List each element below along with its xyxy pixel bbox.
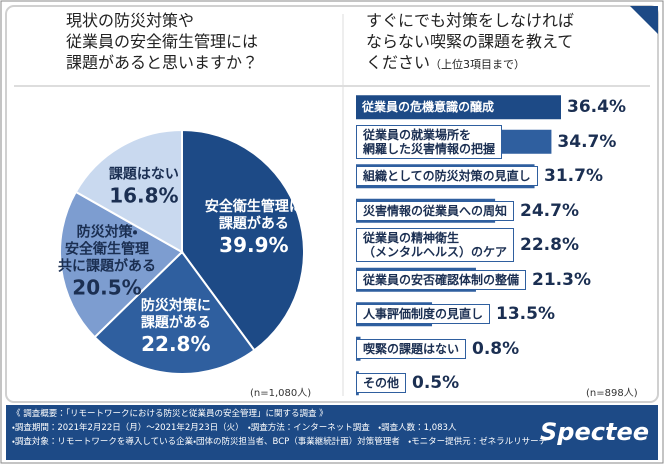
bar-label: 従業員の危機意識の醸成 [362,100,495,115]
pie-slice [59,190,184,339]
question-note: （上位3項目まで） [430,58,526,71]
slice-label: 安全衛生管理に 課題がある 39.9% [205,199,303,257]
pie-question: 現状の防災対策や 従業員の安全衛生管理には 課題があると思いますか？ [66,10,258,73]
footer-line: ・調査対象：リモートワークを導入している企業・団体の防災担当者、BCP（事業継続… [12,437,548,447]
bar-label: 人事評価制度の見直し [356,304,491,325]
corner-accent [630,6,658,34]
slice-label: 防災対策に 課題がある 22.8% [141,298,211,356]
slice-label: 課題はない 16.8% [109,166,179,207]
bar-label: 従業員の就業場所を 網羅した災害情報の把握 [356,124,503,159]
category-label: 安全衛生管理に 課題がある [204,199,303,233]
pie-slice [74,128,183,254]
value-label: 16.8% [109,183,179,208]
sample-size: (n=1,080人) [250,388,312,399]
value-label: 34.7% [557,131,617,152]
bar-label: 災害情報の従業員への周知 [356,200,515,221]
value-label: 0.8% [472,338,520,359]
value-label: 24.7% [520,200,579,221]
bar-label: 従業員の精神衛生 （メンタルヘルス）のケア [356,228,515,263]
category-label: 防災対策・ 安全衛生管理 共に課題がある [57,224,156,275]
footer-line: ・調査期間：2021年2月22日（月）〜2021年2月23日（火） ・調査方法：… [12,423,457,433]
value-label: 36.4% [567,97,626,118]
value-label: 31.7% [544,166,603,187]
slice-label: 防災対策・ 安全衛生管理 共に課題がある 20.5% [58,224,156,299]
value-label: 39.9% [219,233,289,258]
bar-label: 従業員の安否確認体制の整備 [356,269,527,290]
category-label: 防災対策に 課題がある [140,298,211,332]
bar-label: 組織としての防災対策の見直し [356,166,538,187]
footer-heading: 《 調査概要：「リモートワークにおける防災と従業員の安全管理」に関する調査 》 [12,409,328,419]
category-label: 課題はない [108,166,179,183]
footer-band [6,405,658,460]
value-label: 20.5% [72,275,142,300]
bar-label: 喫緊の課題はない [356,338,467,359]
question: 現状の防災対策や 従業員の安全衛生管理には 課題があると思いますか？ [66,11,259,72]
bar [356,95,561,120]
pie-slice [93,250,256,375]
question: すぐにでも対策をしなければ ならない喫緊の課題を教えて ください [366,11,575,72]
inner-frame [5,5,659,403]
bar-question: すぐにでも対策をしなければ ならない喫緊の課題を教えて ください（上位3項目まで… [366,10,574,75]
value-label: 0.5% [412,373,460,394]
sample-size: (n=898人) [586,388,638,399]
value-label: 22.8% [520,235,579,256]
value-label: 22.8% [141,332,211,357]
bar-label: その他 [356,373,407,394]
value-label: 21.3% [532,269,591,290]
logo: Spectee [540,418,649,446]
pie-slice [181,128,305,352]
value-label: 13.5% [496,304,555,325]
